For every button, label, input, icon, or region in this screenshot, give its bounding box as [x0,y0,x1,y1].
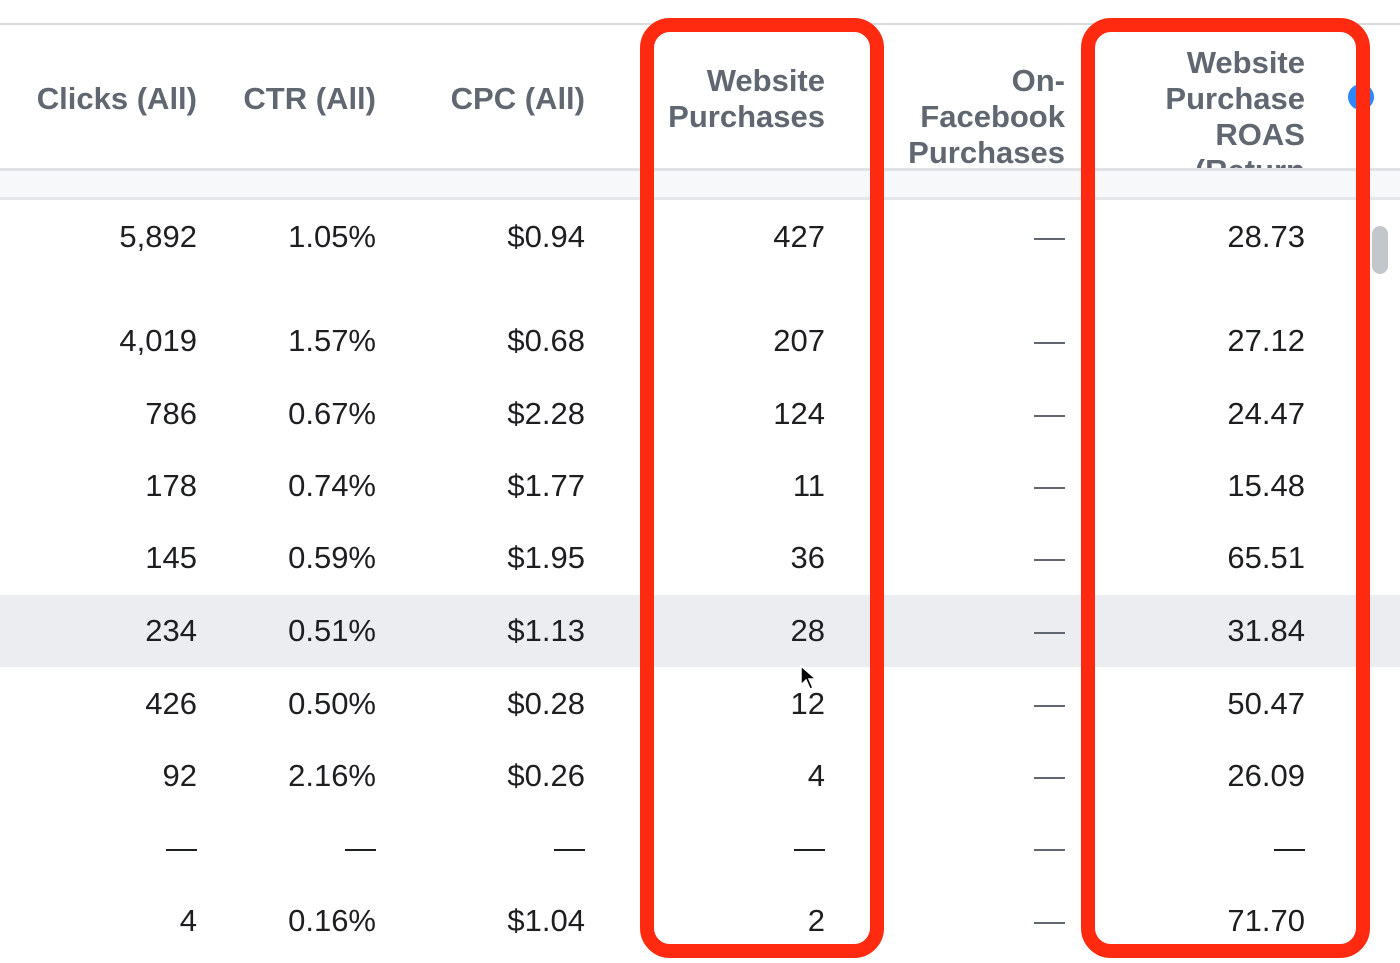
cell-website-purchases: 36 [790,540,825,575]
cell-clicks: 234 [145,613,197,648]
cell-cpc: $1.04 [507,903,585,938]
column-header-ctr[interactable]: CTR (All) [243,81,376,116]
cell-website-purchase-roas: 28.73 [1227,219,1305,254]
table-row[interactable]: 178 0.74% $1.77 11 — 15.48 [0,450,1400,522]
cell-clicks: 92 [162,758,197,793]
cell-website-purchase-roas: 71.70 [1227,903,1305,938]
cell-website-purchase-roas: 26.09 [1227,758,1305,793]
cell-on-facebook-purchases: — [1034,396,1065,431]
cell-website-purchase-roas: 27.12 [1227,323,1305,358]
cell-clicks: — [166,830,197,865]
cell-website-purchase-roas: 15.48 [1227,468,1305,503]
cell-clicks: 4 [179,903,197,938]
column-header-cpc[interactable]: CPC (All) [450,81,585,116]
cell-clicks: 5,892 [119,219,197,254]
cell-on-facebook-purchases: — [1034,903,1065,938]
cell-clicks: 786 [145,396,197,431]
table-header-row: Clicks (All) CTR (All) CPC (All) Website… [0,25,1400,188]
table-row[interactable]: 4,019 1.57% $0.68 207 — 27.12 [0,305,1400,377]
table-row[interactable]: 5,892 1.05% $0.94 427 — 28.73 [0,201,1400,273]
cell-ctr: 0.59% [288,540,376,575]
cell-cpc: $1.77 [507,468,585,503]
cell-cpc: $0.94 [507,219,585,254]
table-row[interactable]: 145 0.59% $1.95 36 — 65.51 [0,522,1400,594]
cell-cpc: $2.28 [507,396,585,431]
cell-website-purchase-roas: 65.51 [1227,540,1305,575]
table-row-hovered[interactable]: 234 0.51% $1.13 28 — 31.84 [0,595,1400,667]
cell-website-purchases: 427 [773,219,825,254]
column-header-website-purchases[interactable]: Website Purchases [668,63,825,134]
cell-on-facebook-purchases: — [1034,323,1065,358]
header-divider [0,168,1400,171]
cell-on-facebook-purchases: — [1034,468,1065,503]
cell-ctr: 1.05% [288,219,376,254]
cell-website-purchases: — [794,830,825,865]
cell-ctr: 1.57% [288,323,376,358]
cell-website-purchases: 4 [807,758,825,793]
table-row[interactable]: 426 0.50% $0.28 12 — 50.47 [0,668,1400,740]
cell-website-purchases: 11 [792,468,825,503]
cell-cpc: — [554,830,585,865]
cell-cpc: $0.26 [507,758,585,793]
cell-website-purchase-roas: 50.47 [1227,686,1305,721]
table-row[interactable]: 4 0.16% $1.04 2 — 71.70 [0,885,1400,957]
table-row[interactable]: 92 2.16% $0.26 4 — 26.09 [0,740,1400,812]
cell-website-purchases: 124 [773,396,825,431]
cell-on-facebook-purchases: — [1034,686,1065,721]
cell-website-purchase-roas: 24.47 [1227,396,1305,431]
cell-cpc: $0.28 [507,686,585,721]
cell-website-purchase-roas: 31.84 [1227,613,1305,648]
cell-ctr: 2.16% [288,758,376,793]
cell-cpc: $1.13 [507,613,585,648]
column-header-on-facebook-purchases[interactable]: On-Facebook Purchases [908,63,1065,170]
cell-ctr: 0.67% [288,396,376,431]
cell-cpc: $0.68 [507,323,585,358]
summary-divider [0,197,1400,200]
table-row[interactable]: — — — — — — [0,812,1400,884]
cell-clicks: 4,019 [119,323,197,358]
cell-website-purchases: 2 [807,903,825,938]
cell-on-facebook-purchases: — [1034,219,1065,254]
cell-on-facebook-purchases: — [1034,830,1065,865]
cell-website-purchases: 12 [790,686,825,721]
cell-website-purchase-roas: — [1274,830,1305,865]
cell-on-facebook-purchases: — [1034,540,1065,575]
column-header-clicks[interactable]: Clicks (All) [36,81,197,116]
summary-row [0,171,1400,197]
mouse-cursor-icon [800,665,818,690]
table-row[interactable]: 786 0.67% $2.28 124 — 24.47 [0,378,1400,450]
cell-ctr: 0.50% [288,686,376,721]
cell-website-purchases: 207 [773,323,825,358]
cell-on-facebook-purchases: — [1034,613,1065,648]
cell-clicks: 178 [145,468,197,503]
cell-cpc: $1.95 [507,540,585,575]
cell-ctr: — [345,830,376,865]
vertical-scrollbar-thumb[interactable] [1372,226,1388,274]
vertical-scrollbar-track[interactable] [1368,200,1390,963]
cell-ctr: 0.51% [288,613,376,648]
cell-clicks: 426 [145,686,197,721]
cell-ctr: 0.16% [288,903,376,938]
cell-clicks: 145 [145,540,197,575]
cell-website-purchases: 28 [790,613,825,648]
cell-ctr: 0.74% [288,468,376,503]
cell-on-facebook-purchases: — [1034,758,1065,793]
